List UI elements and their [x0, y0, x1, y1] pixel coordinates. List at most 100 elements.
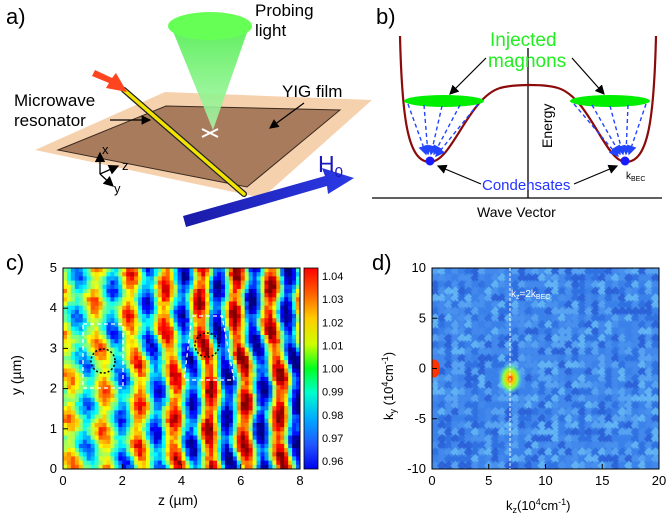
heatmap-c-cell [253, 276, 258, 281]
heatmap-c-cell [75, 302, 80, 307]
heatmap-c-cell [63, 352, 68, 357]
heatmap-c-cell [154, 389, 159, 394]
heatmap-c-cell [87, 339, 92, 344]
heatmap-c-cell [75, 331, 80, 336]
heatmap-c-cell [71, 268, 76, 273]
heatmap-c-cell [114, 289, 119, 294]
heatmap-c-cell [272, 268, 277, 273]
heatmap-c-cell [79, 431, 84, 436]
heatmap-c-cell [162, 297, 167, 302]
heatmap-c-cell [272, 293, 277, 298]
heatmap-c-cell [170, 302, 175, 307]
heatmap-c-cell [118, 343, 123, 348]
heatmap-c-cell [170, 335, 175, 340]
heatmap-c-cell [213, 373, 218, 378]
heatmap-c-cell [63, 431, 68, 436]
heatmap-c-cell [292, 436, 297, 441]
heatmap-c-cell [138, 377, 143, 382]
heatmap-c-cell [209, 394, 214, 399]
heatmap-c-cell [83, 461, 88, 466]
heatmap-c-cell [114, 452, 119, 457]
heatmap-c-cell [241, 310, 246, 315]
heatmap-c-cell [182, 268, 187, 273]
heatmap-c-cell [257, 427, 262, 432]
heatmap-c-cell [268, 339, 273, 344]
heatmap-c-cell [272, 356, 277, 361]
heatmap-c-cell [118, 306, 123, 311]
heatmap-c-cell [146, 381, 151, 386]
heatmap-c-cell [233, 306, 238, 311]
heatmap-c-cell [99, 377, 104, 382]
heatmap-c-cell [201, 327, 206, 332]
heatmap-c-cell [276, 444, 281, 449]
heatmap-c-cell [213, 276, 218, 281]
heatmap-c-cell [118, 402, 123, 407]
heatmap-c-cell [103, 410, 108, 415]
heatmap-c-cell [249, 410, 254, 415]
heatmap-c-cell [106, 440, 111, 445]
heatmap-c-cell [197, 448, 202, 453]
heatmap-c-cell [241, 281, 246, 286]
heatmap-c-cell [158, 331, 163, 336]
heatmap-c-cell [237, 327, 242, 332]
heatmap-c-cell [67, 331, 72, 336]
heatmap-c-cell [205, 306, 210, 311]
heatmap-c-cell [103, 306, 108, 311]
heatmap-c-cell [221, 306, 226, 311]
heatmap-c-cell [213, 297, 218, 302]
heatmap-c-cell [87, 348, 92, 353]
heatmap-c-cell [138, 402, 143, 407]
panel-d-ytick-label: 5 [419, 310, 426, 325]
heatmap-c-cell [146, 423, 151, 428]
heatmap-c-cell [75, 377, 80, 382]
heatmap-c-cell [71, 369, 76, 374]
heatmap-c-cell [205, 281, 210, 286]
heatmap-c-cell [162, 339, 167, 344]
heatmap-c-cell [280, 272, 285, 277]
heatmap-c-cell [245, 276, 250, 281]
heatmap-c-cell [170, 356, 175, 361]
heatmap-c-cell [138, 410, 143, 415]
heatmap-c-cell [257, 423, 262, 428]
heatmap-c-cell [185, 448, 190, 453]
heatmap-c-cell [264, 444, 269, 449]
heatmap-c-cell [130, 310, 135, 315]
heatmap-c-cell [197, 436, 202, 441]
heatmap-c-cell [146, 322, 151, 327]
heatmap-c-cell [83, 423, 88, 428]
heatmap-c-cell [103, 335, 108, 340]
heatmap-c-cell [205, 327, 210, 332]
heatmap-c-cell [103, 419, 108, 424]
heatmap-c-cell [245, 444, 250, 449]
heatmap-c-cell [63, 369, 68, 374]
heatmap-c-cell [213, 285, 218, 290]
heatmap-c-cell [209, 456, 214, 461]
microwave-input-arrow-icon [92, 70, 127, 92]
heatmap-c-cell [233, 436, 238, 441]
heatmap-c-cell [103, 322, 108, 327]
heatmap-c-cell [118, 377, 123, 382]
heatmap-c-cell [103, 389, 108, 394]
heatmap-c-cell [253, 440, 258, 445]
heatmap-c-cell [193, 427, 198, 432]
colorbar-tick-label: 0.98 [322, 410, 343, 422]
heatmap-c-cell [284, 297, 289, 302]
heatmap-c-cell [209, 381, 214, 386]
heatmap-c-cell [126, 310, 131, 315]
heatmap-c-cell [229, 431, 234, 436]
heatmap-c-cell [292, 348, 297, 353]
heatmap-c-cell [138, 436, 143, 441]
heatmap-c-cell [268, 348, 273, 353]
heatmap-c-cell [166, 423, 171, 428]
heatmap-c-cell [276, 318, 281, 323]
heatmap-c-cell [217, 306, 222, 311]
heatmap-c-cell [146, 327, 151, 332]
heatmap-c-cell [213, 394, 218, 399]
heatmap-c-cell [130, 448, 135, 453]
heatmap-c-cell [122, 452, 127, 457]
heatmap-c-cell [217, 398, 222, 403]
heatmap-c-cell [264, 448, 269, 453]
heatmap-c-cell [241, 356, 246, 361]
heatmap-c-cell [201, 436, 206, 441]
heatmap-c-cell [249, 406, 254, 411]
